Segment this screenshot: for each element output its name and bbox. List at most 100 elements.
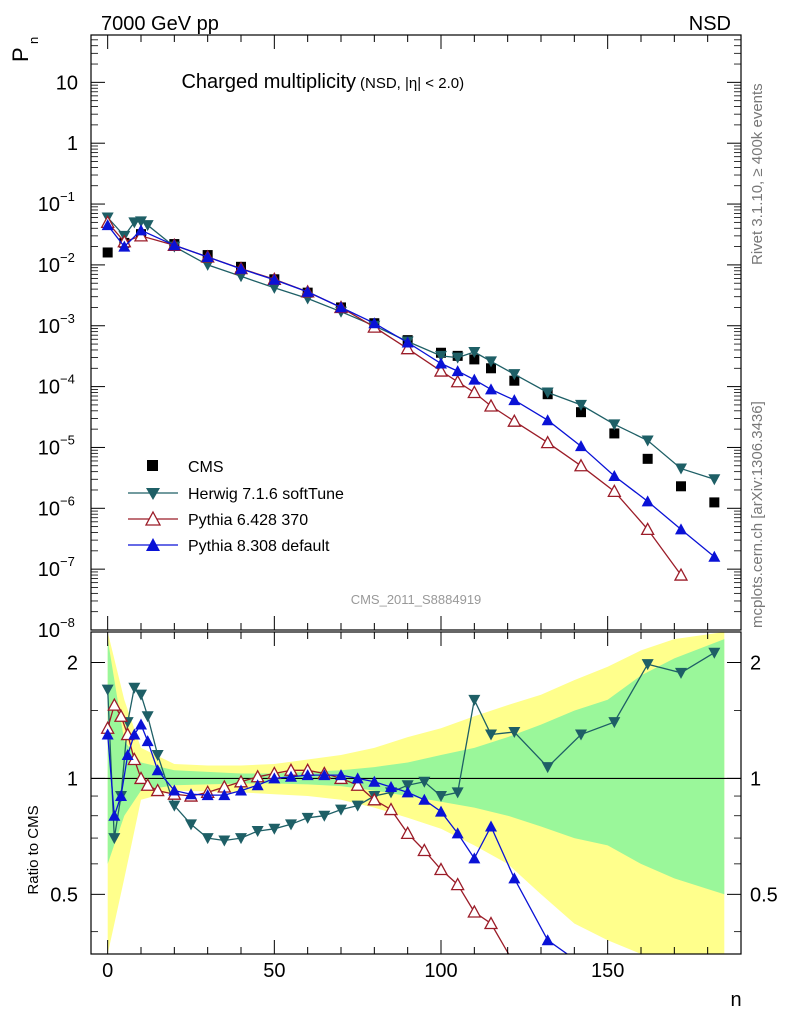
data-point-pythia6 xyxy=(640,522,655,536)
data-point-cms xyxy=(486,363,496,374)
ratio-point-pythia8 xyxy=(121,749,134,761)
data-point-pythia8 xyxy=(118,240,131,252)
ratio-point-pythia8 xyxy=(218,789,231,801)
data-point-herwig xyxy=(485,356,497,368)
rivet-version-label: Rivet 3.1.10, ≥ 400k events xyxy=(749,83,766,265)
ratio-band-inner xyxy=(107,639,725,895)
ratio-point-herwig xyxy=(318,810,331,822)
ratio-point-pythia8 xyxy=(485,820,497,832)
legend-marker-cms xyxy=(147,460,158,471)
y-tick-exponent: −2 xyxy=(60,250,75,265)
data-point-pythia6 xyxy=(133,228,149,242)
ratio-point-pythia8 xyxy=(418,793,431,805)
ratio-point-herwig xyxy=(301,812,314,824)
data-point-herwig xyxy=(141,220,154,232)
ratio-point-herwig xyxy=(251,826,264,838)
ratio-y-tick-label-right: 2 xyxy=(750,652,761,674)
data-point-herwig xyxy=(608,419,621,431)
ratio-point-herwig xyxy=(101,684,114,696)
ratio-y-tick-label-left: 2 xyxy=(67,652,78,674)
y-tick-exponent: −6 xyxy=(60,493,75,508)
data-point-herwig xyxy=(135,216,147,228)
ratio-point-pythia6 xyxy=(113,708,129,722)
ratio-point-pythia6 xyxy=(107,697,122,711)
ratio-point-herwig xyxy=(235,833,247,845)
data-point-pythia8 xyxy=(368,317,381,329)
ratio-point-pythia8 xyxy=(301,769,314,781)
y-tick-label: 10 xyxy=(38,194,60,216)
ratio-point-herwig xyxy=(708,647,721,659)
ratio-point-herwig xyxy=(135,689,147,701)
ratio-y-tick-label-left: 1 xyxy=(67,768,78,790)
energy-label: 7000 GeV pp xyxy=(101,13,219,35)
ratio-point-pythia6 xyxy=(450,877,465,891)
y-tick-label: 10 xyxy=(38,437,60,459)
data-point-herwig xyxy=(541,387,554,399)
analysis-watermark: CMS_2011_S8884919 xyxy=(351,592,482,607)
data-point-pythia8 xyxy=(468,373,481,385)
data-point-pythia8 xyxy=(675,523,687,535)
ratio-point-pythia6 xyxy=(508,958,520,969)
series-line-pythia8 xyxy=(107,224,715,558)
ratio-point-pythia8 xyxy=(185,788,197,800)
ratio-point-herwig xyxy=(541,762,554,774)
y-tick-label: 10 xyxy=(38,620,60,642)
ratio-point-pythia8 xyxy=(235,784,247,796)
ratio-point-pythia8 xyxy=(468,852,481,864)
ratio-point-pythia8 xyxy=(251,779,264,791)
ratio-y-tick-label-right: 1 xyxy=(750,768,761,790)
data-point-herwig xyxy=(675,463,687,475)
ratio-point-pythia8 xyxy=(141,735,154,747)
data-point-pythia8 xyxy=(235,262,247,274)
y-tick-exponent: −7 xyxy=(60,554,75,569)
legend-entry-cms: CMS xyxy=(147,459,224,476)
ratio-point-pythia6 xyxy=(483,916,499,930)
data-point-pythia8 xyxy=(708,550,721,562)
data-point-herwig xyxy=(451,352,464,364)
y-tick-label: 1 xyxy=(67,133,78,155)
ratio-point-pythia8 xyxy=(108,809,121,821)
ratio-point-pythia8 xyxy=(351,772,364,784)
ratio-point-pythia8 xyxy=(401,786,414,798)
ratio-point-pythia6 xyxy=(383,802,399,816)
ratio-point-herwig xyxy=(168,800,181,812)
data-point-herwig xyxy=(201,259,214,271)
ratio-point-herwig xyxy=(641,659,654,671)
data-point-pythia8 xyxy=(301,285,314,297)
plot-title: Charged multiplicity xyxy=(181,71,356,93)
data-point-herwig xyxy=(575,399,587,411)
data-point-cms xyxy=(576,407,586,418)
y-tick-label: 10 xyxy=(38,255,60,277)
ratio-point-pythia6 xyxy=(417,843,432,857)
data-point-pythia8 xyxy=(401,336,414,348)
data-point-herwig xyxy=(435,350,447,362)
data-point-pythia8 xyxy=(641,495,654,507)
ratio-point-herwig xyxy=(141,711,154,723)
y-tick-label: 10 xyxy=(38,498,60,520)
x-tick-label: 100 xyxy=(424,960,457,982)
data-point-pythia8 xyxy=(435,357,447,369)
data-point-pythia8 xyxy=(335,301,347,313)
legend-marker-herwig xyxy=(146,488,160,500)
data-point-pythia8 xyxy=(268,273,281,285)
ratio-y-tick-label-right: 0.5 xyxy=(750,884,778,906)
ratio-point-pythia6 xyxy=(400,826,415,840)
data-point-pythia8 xyxy=(508,394,521,406)
ratio-ylabel: Ratio to CMS xyxy=(25,805,42,894)
data-point-pythia6 xyxy=(573,458,589,472)
y-tick-exponent: −8 xyxy=(60,615,75,630)
ratio-point-herwig xyxy=(128,682,141,694)
data-point-pythia8 xyxy=(608,469,621,481)
ratio-point-pythia8 xyxy=(451,827,464,839)
legend-entry-herwig: Herwig 7.1.6 softTune xyxy=(128,486,344,503)
ratio-point-pythia8 xyxy=(318,769,331,781)
ratio-point-herwig xyxy=(218,835,231,847)
x-axis-label: n xyxy=(730,989,741,1011)
y-tick-exponent: −4 xyxy=(60,372,75,387)
data-point-pythia6 xyxy=(507,413,522,427)
ratio-point-pythia8 xyxy=(435,805,447,817)
data-point-pythia8 xyxy=(168,239,181,251)
data-point-cms xyxy=(469,354,480,365)
